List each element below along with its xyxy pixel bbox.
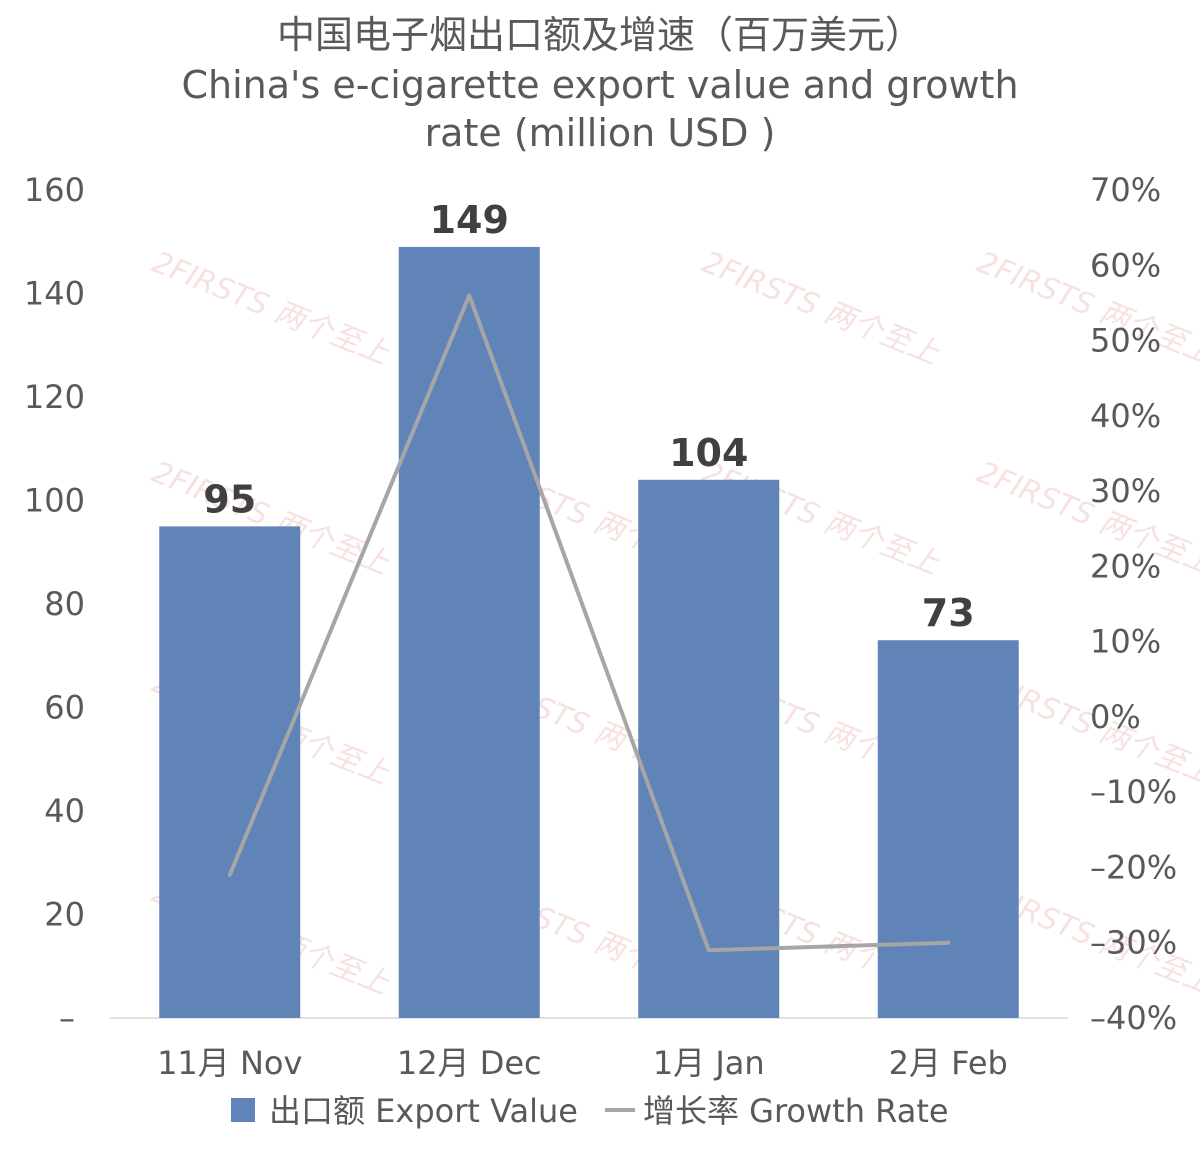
legend: 出口额 Export Value 增长率 Growth Rate: [231, 1092, 949, 1130]
bar-data-label: 104: [669, 431, 748, 475]
legend-label-bar: 出口额 Export Value: [269, 1092, 578, 1130]
chart-title-line: 中国电子烟出口额及增速（百万美元）: [277, 13, 923, 57]
left-tick-label: 20: [44, 896, 85, 934]
x-tick-label: 11月 Nov: [157, 1044, 302, 1082]
left-tick-label: 60: [44, 689, 85, 727]
left-tick-label: 160: [24, 171, 85, 209]
chart-title-line: China's e-cigarette export value and gro…: [181, 63, 1018, 107]
right-tick-label: 0%: [1090, 698, 1141, 736]
watermark-text: 2FIRSTS 两个至上: [972, 455, 1200, 582]
left-tick-label: –: [59, 999, 75, 1037]
right-tick-label: 30%: [1090, 472, 1161, 510]
right-tick-label: 20%: [1090, 547, 1161, 585]
watermark-text: 2FIRSTS 两个至上: [147, 245, 395, 372]
bar: [159, 526, 301, 1018]
x-tick-label: 1月 Jan: [653, 1044, 765, 1082]
x-axis: 11月 Nov 12月 Dec 1月 Jan 2月 Feb: [157, 1044, 1008, 1082]
left-tick-label: 40: [44, 792, 85, 830]
growth-rate-line: [227, 293, 951, 953]
bar: [638, 479, 780, 1018]
x-tick-label: 2月 Feb: [889, 1044, 1008, 1082]
legend-swatch-bar: [231, 1098, 255, 1122]
chart-title: 中国电子烟出口额及增速（百万美元） China's e-cigarette exp…: [181, 13, 1018, 155]
right-tick-label: –20%: [1090, 848, 1177, 886]
right-tick-label: –40%: [1090, 999, 1177, 1037]
line-series: [227, 293, 951, 953]
bar-data-labels: 95 149 104 73: [203, 198, 974, 635]
left-tick-label: 120: [24, 378, 85, 416]
left-tick-label: 100: [24, 482, 85, 520]
bar: [877, 640, 1019, 1018]
right-tick-label: 60%: [1090, 246, 1161, 284]
bar-data-label: 149: [430, 198, 509, 242]
right-tick-label: –30%: [1090, 924, 1177, 962]
bar: [398, 246, 540, 1019]
right-tick-label: –10%: [1090, 773, 1177, 811]
right-tick-label: 50%: [1090, 322, 1161, 360]
right-tick-label: 40%: [1090, 397, 1161, 435]
watermark-logo: 2FIRSTS 两个至上: [972, 245, 1200, 372]
bar-data-label: 73: [922, 591, 975, 635]
left-tick-label: 80: [44, 585, 85, 623]
x-tick-label: 12月 Dec: [397, 1044, 542, 1082]
watermark-text: 2FIRSTS 两个至上: [972, 245, 1200, 372]
bar-series: [159, 246, 1019, 1019]
legend-label-line: 增长率 Growth Rate: [643, 1092, 949, 1130]
right-tick-label: 10%: [1090, 623, 1161, 661]
bar-data-label: 95: [203, 477, 256, 521]
chart-title-line: rate (million USD ): [425, 111, 776, 155]
watermark-logo: 2FIRSTS 两个至上: [697, 245, 945, 372]
left-y-axis: – 20 40 60 80 100 120 140 160: [24, 171, 85, 1037]
watermark-text: 2FIRSTS 两个至上: [697, 245, 945, 372]
right-tick-label: 70%: [1090, 171, 1161, 209]
left-tick-label: 140: [24, 275, 85, 313]
right-y-axis: –40% –30% –20% –10% 0% 10% 20% 30% 40% 50% 60% 70%: [1090, 171, 1177, 1037]
watermark-logo: 2FIRSTS 两个至上: [972, 455, 1200, 582]
watermark-logo: 2FIRSTS 两个至上: [147, 245, 395, 372]
